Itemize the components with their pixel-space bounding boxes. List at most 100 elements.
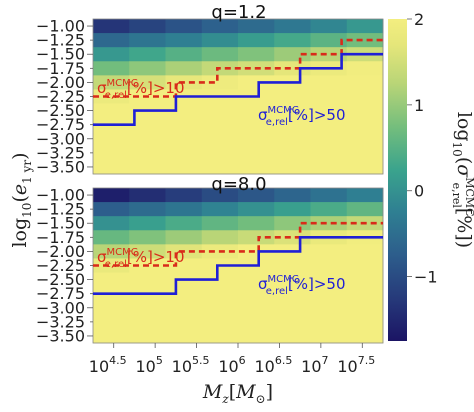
heatmap-cell [165, 33, 203, 48]
y-tick-label: −2.25 [36, 87, 85, 106]
heatmap-cell [93, 131, 130, 147]
heatmap-cell [238, 286, 275, 302]
heatmap-cell [346, 272, 384, 288]
heatmap-cell [165, 47, 203, 62]
heatmap-cell [310, 286, 348, 302]
heatmap-cell [201, 145, 239, 161]
heatmap-cell [165, 300, 203, 316]
heatmap-cell [274, 89, 311, 104]
colorbar-label: log10(σMCMCe,rel[%]) [450, 112, 474, 248]
svg-text:log10(e1 yr): log10(e1 yr) [9, 152, 34, 247]
heatmap-cell [238, 145, 275, 161]
heatmap-cell [238, 19, 275, 34]
heatmap-cell [238, 230, 275, 245]
heatmap-cell [129, 300, 166, 316]
heatmap-cell [93, 47, 130, 62]
heatmap-cell [274, 131, 311, 147]
heatmap-cell [238, 103, 275, 119]
heatmap-cell [93, 103, 130, 119]
heatmap-cell [93, 258, 130, 273]
heatmap-cell [238, 300, 275, 316]
y-tick-label: −3.25 [36, 143, 85, 162]
colorbar-tick-label: 2 [414, 10, 424, 29]
x-axis-label: Mz[M⊙] [202, 381, 273, 406]
heatmap-cell [310, 216, 348, 231]
heatmap-cell [93, 188, 130, 203]
heatmap-cell [201, 300, 239, 316]
heatmap-cell [93, 75, 130, 90]
heatmap-cell [310, 244, 348, 259]
heatmap-cell [238, 202, 275, 217]
y-axis-label: log10(e1 yr) [9, 152, 34, 247]
colorbar-tick-label: −1 [414, 268, 438, 287]
y-axis-ticks: −1.00−1.25−1.50−1.75−2.00−2.25−2.50−2.75… [36, 17, 93, 345]
heatmap-cell [93, 159, 130, 175]
x-tick-label: 105.5 [172, 354, 210, 376]
heatmap-cell [93, 61, 130, 76]
heatmap-cell [274, 47, 311, 62]
heatmap-cell [238, 314, 275, 330]
heatmap-cell [201, 314, 239, 330]
y-tick-label: −1.50 [36, 214, 85, 233]
heatmap-cell [129, 230, 166, 245]
heatmap-cell [346, 328, 384, 344]
heatmap-cell [310, 272, 348, 288]
heatmap-cell [346, 258, 384, 273]
heatmap-cell [238, 272, 275, 288]
colorbar-tick-label: 1 [414, 96, 424, 115]
heatmap-cell [346, 202, 384, 217]
heatmap-cell [310, 19, 348, 34]
heatmap-cell [93, 272, 130, 288]
y-tick-label: −2.50 [36, 101, 85, 120]
heatmap-cell [274, 188, 311, 203]
heatmap-cell [165, 230, 203, 245]
heatmap-cell [129, 202, 166, 217]
heatmap-cell [93, 89, 130, 104]
heatmap-cell [346, 75, 384, 90]
heatmap-cell [274, 230, 311, 245]
heatmap-cell [201, 216, 239, 231]
heatmap-cell [165, 258, 203, 273]
x-tick-label: 107.5 [337, 354, 375, 376]
heatmap-cell [93, 33, 130, 48]
y-tick-label: −1.00 [36, 186, 85, 205]
heatmap-cell [346, 89, 384, 104]
heatmap-cell [310, 33, 348, 48]
heatmap-cell [310, 202, 348, 217]
heatmap-cell [274, 117, 311, 133]
heatmap-cell [346, 117, 384, 133]
heatmap-cell [346, 61, 384, 76]
heatmap-cell [201, 19, 239, 34]
y-tick-label: −1.00 [36, 17, 85, 36]
heatmap-cell [165, 216, 203, 231]
heatmap-cell [274, 61, 311, 76]
y-tick-label: −1.25 [36, 31, 85, 50]
heatmap-cell [346, 188, 384, 203]
y-tick-label: −3.00 [36, 298, 85, 317]
heatmap-cell [310, 75, 348, 90]
heatmap-cell [201, 202, 239, 217]
heatmap-cell [310, 328, 348, 344]
heatmap-cell [274, 300, 311, 316]
colorbar-tick-label: 0 [414, 182, 424, 201]
heatmap-cell [274, 216, 311, 231]
heatmap-cell [201, 159, 239, 175]
panel-title-q-1-2: q=1.2 [211, 2, 266, 23]
annotation-50pct: σMCMC e,rel[%]>50 [258, 105, 346, 128]
heatmap-cell [129, 272, 166, 288]
colorbar-gradient [388, 19, 407, 341]
heatmap-cell [93, 314, 130, 330]
heatmap-cell [201, 131, 239, 147]
heatmap-cell [165, 159, 203, 175]
heatmap-cell [238, 328, 275, 344]
annotation-50pct: σMCMC e,rel[%]>50 [258, 274, 346, 297]
heatmap-cell [129, 188, 166, 203]
annotation-10pct: σMCMC e,rel[%]>10 [97, 78, 185, 101]
heatmap-cell [93, 202, 130, 217]
panel-q-8-0: σMCMC e,rel[%]>10 σMCMC e,rel[%]>50 [92, 187, 384, 344]
heatmap-cell [274, 314, 311, 330]
heatmap-cell [238, 131, 275, 147]
heatmap-cell [274, 103, 311, 119]
x-tick-label: 106 [218, 354, 245, 376]
